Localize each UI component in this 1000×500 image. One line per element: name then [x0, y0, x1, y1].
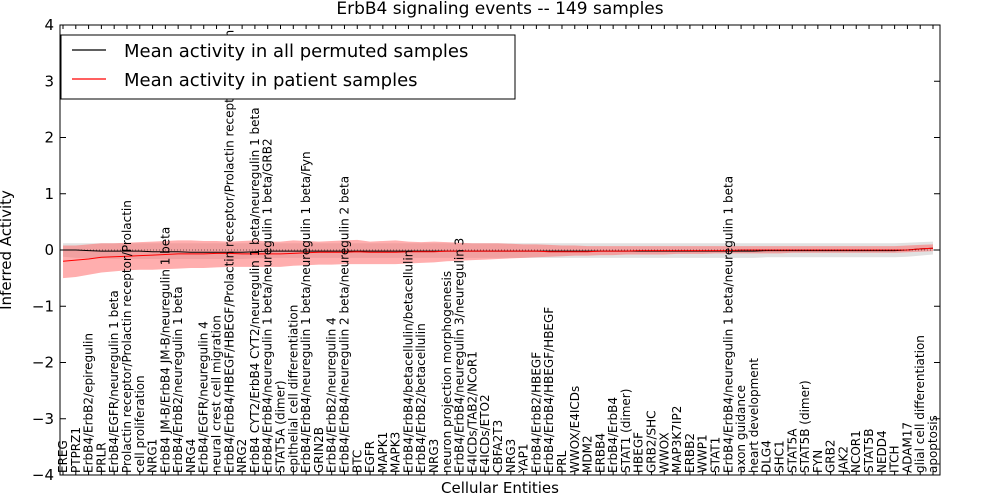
category-label: CBFA2T3 [491, 420, 505, 473]
category-label: STAT1 [709, 437, 723, 473]
y-tick-label: 2 [44, 129, 54, 147]
y-tick-label: 1 [44, 185, 54, 203]
category-label: NRG2 [235, 439, 249, 473]
y-tick-label: −4 [32, 466, 54, 484]
category-label: SHC1 [773, 440, 787, 473]
band-patient [63, 239, 933, 279]
category-label: ErbB4/ErbB4/HBEGF/HBEGF [542, 307, 556, 473]
category-label: ErbB4/ErbB4/neuregulin 1 beta/neuregulin… [299, 151, 313, 473]
category-label: WWP1 [696, 434, 710, 473]
legend-label-permuted: Mean activity in all permuted samples [124, 41, 468, 62]
category-label: E4ICDs/ETO2 [478, 394, 492, 473]
category-label: FYN [811, 450, 825, 473]
category-label: E4ICDs/TAB2/NCoR1 [465, 351, 479, 473]
category-label: ErbB4/EGFR/neuregulin 1 beta [107, 290, 121, 473]
x-axis [62, 25, 934, 475]
category-label: ErbB4/ErbB2/HBEGF [529, 352, 543, 473]
category-label: axon guidance [734, 385, 748, 473]
y-tick-label: −3 [32, 410, 54, 428]
category-label: ErbB4 JM-B/ErbB4 JM-B/neuregulin 1 beta [158, 227, 172, 473]
category-label: NRG3 [504, 439, 518, 473]
category-label: ErbB4/ErbB4/neuregulin 1 beta/neuregulin… [261, 138, 275, 473]
category-label: NRG4 [184, 439, 198, 473]
category-label: MAPK1 [376, 432, 390, 473]
category-label: glial cell differentiation [913, 335, 927, 473]
category-label: DLG4 [760, 440, 774, 473]
x-axis-label: Cellular Entities [441, 479, 559, 497]
line-patient [62, 247, 934, 262]
category-label: MDM2 [581, 435, 595, 473]
category-label: ErbB4/ErbB4/neuregulin 1 beta/neuregulin… [721, 176, 735, 473]
category-label: ErbB4/ErbB2/neuregulin 4 [325, 317, 339, 473]
category-label: HBEGF [632, 432, 646, 473]
uncertainty-bands [63, 239, 933, 279]
legend: Mean activity in all permuted samples Me… [60, 34, 516, 100]
category-label: ErbB4/ErbB4/neuregulin 3/neuregulin 3 [453, 238, 467, 473]
category-label: ErbB4/EGFR/neuregulin 4 [197, 321, 211, 473]
category-label: neural crest cell migration [210, 315, 224, 473]
legend-label-patient: Mean activity in patient samples [124, 70, 418, 91]
category-label: EGFR [363, 441, 377, 473]
y-tick-label: 0 [44, 241, 54, 259]
category-label: ErbB4/ErbB4/neuregulin 2 beta/neuregulin… [338, 176, 352, 473]
category-label: STAT5B [862, 429, 876, 474]
category-label: cell proliferation [133, 375, 147, 473]
category-label: WWOX [657, 432, 671, 473]
y-tick-label: −2 [32, 354, 54, 372]
category-label: MAPK3 [389, 432, 403, 473]
category-label: NRG1 [146, 439, 160, 473]
category-label: ErbB4/ErbB2/neuregulin 1 beta [171, 286, 185, 473]
legend-box [60, 34, 516, 100]
category-label: GRB2 [824, 439, 838, 473]
category-labels: EREGPTPRZ1ErbB4/ErbB2/epiregulinPRLRErbB… [56, 30, 940, 474]
y-axis-label: Inferred Activity [0, 190, 15, 310]
category-label: ADAM17 [900, 422, 914, 473]
category-label: STAT1 (dimer) [619, 389, 633, 473]
category-label: PRL [555, 450, 569, 473]
category-label: ITCH [888, 445, 902, 473]
y-axis: −4 −3 −2 −1 0 1 2 3 4 [32, 16, 940, 484]
category-label: heart development [747, 358, 761, 473]
category-label: STAT5A [785, 428, 799, 473]
category-label: ErbB4/ErbB4/betacellulin/betacellulin [401, 250, 415, 473]
category-label: GRIN2B [312, 427, 326, 473]
category-label: ErbB4/ErbB4/HBEGF/HBEGF/Prolactin recept… [222, 30, 236, 473]
category-label: ErbB4/ErbB4 [606, 397, 620, 473]
category-label: PRLR [94, 442, 108, 473]
category-label: ERBB2 [683, 433, 697, 473]
y-tick-label: 3 [44, 72, 54, 90]
category-label: MAP3K7IP2 [670, 406, 684, 473]
category-label: YAP1 [517, 444, 531, 474]
y-tick-label: 4 [44, 16, 54, 34]
y-tick-label: −1 [32, 297, 54, 315]
category-label: ErbB4/ErbB2/epiregulin [82, 333, 96, 473]
chart-title: ErbB4 signaling events -- 149 samples [336, 0, 663, 19]
category-label: STAT5B (dimer) [798, 380, 812, 473]
category-label: WWOX/E4ICDs [568, 386, 582, 473]
category-label: GRB2/SHC [645, 410, 659, 473]
category-label: NCOR1 [849, 430, 863, 473]
category-label: BTC [350, 450, 364, 473]
category-label: Prolactin receptor/Prolactin receptor/Pr… [120, 200, 134, 473]
series-lines [62, 247, 934, 262]
category-label: NEDD4 [875, 430, 889, 473]
category-label: PTPRZ1 [69, 427, 83, 473]
category-label: JAK2 [836, 446, 850, 474]
category-label: epithelial cell differentiation [286, 305, 300, 473]
category-label: STAT5A (dimer) [274, 380, 288, 473]
category-label: apoptosis [926, 415, 940, 473]
category-label: NRG3 [427, 439, 441, 473]
category-label: ERBB4 [593, 433, 607, 473]
category-label: EREG [56, 440, 70, 473]
category-label: ErbB4/ErbB2/betacellulin [414, 323, 428, 473]
category-label: neuron projection morphogenesis [440, 271, 454, 473]
category-label: ErbB4 CYT2/ErbB4 CYT2/neuregulin 1 beta/… [248, 107, 262, 473]
